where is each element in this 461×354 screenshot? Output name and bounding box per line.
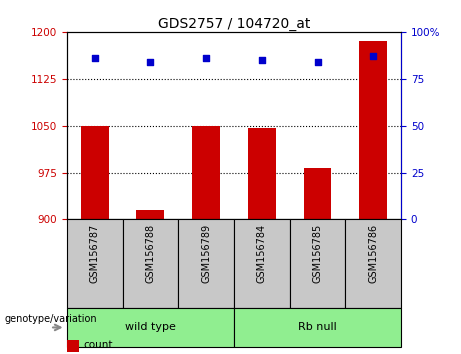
Bar	[123, 219, 178, 308]
Point	[202, 55, 210, 61]
Bar	[136, 210, 164, 219]
Text: Rb null: Rb null	[298, 322, 337, 332]
Bar	[67, 219, 123, 308]
Bar	[359, 41, 387, 219]
Bar	[304, 167, 331, 219]
Text: GSM156786: GSM156786	[368, 224, 378, 283]
Point	[258, 57, 266, 63]
Text: count: count	[83, 340, 113, 350]
Text: wild type: wild type	[125, 322, 176, 332]
Bar	[192, 126, 220, 219]
Text: genotype/variation: genotype/variation	[5, 314, 97, 324]
Bar	[234, 308, 401, 347]
Bar	[290, 219, 345, 308]
Text: GSM156787: GSM156787	[90, 224, 100, 283]
Point	[91, 55, 98, 61]
Title: GDS2757 / 104720_at: GDS2757 / 104720_at	[158, 17, 310, 31]
Bar	[234, 219, 290, 308]
Text: GSM156789: GSM156789	[201, 224, 211, 283]
Text: GSM156784: GSM156784	[257, 224, 267, 283]
Bar	[178, 219, 234, 308]
Text: GSM156785: GSM156785	[313, 224, 323, 283]
Text: GSM156788: GSM156788	[145, 224, 155, 283]
Bar	[81, 126, 109, 219]
Point	[147, 59, 154, 65]
Bar	[248, 127, 276, 219]
Point	[314, 59, 321, 65]
Bar	[67, 340, 78, 352]
Point	[370, 53, 377, 59]
Bar	[345, 219, 401, 308]
Bar	[67, 308, 234, 347]
